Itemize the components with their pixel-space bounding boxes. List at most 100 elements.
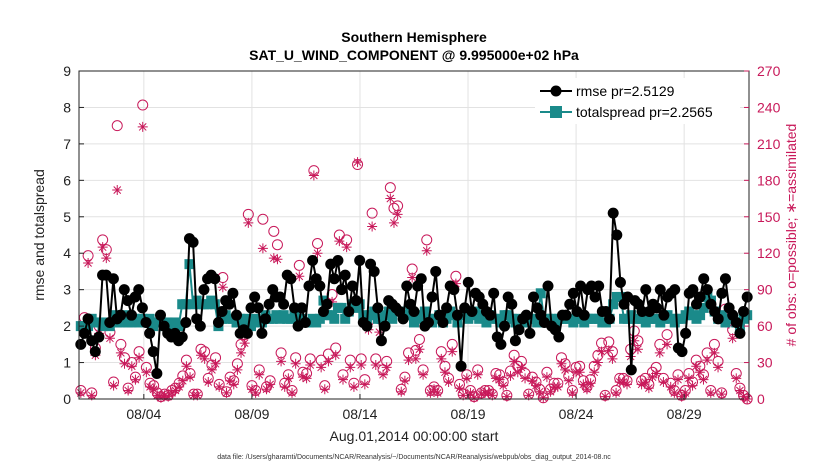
assimilated-obs-point [469,392,480,403]
assimilated-obs-point [312,248,323,259]
rmse-point [701,284,713,296]
assimilated-obs-point [418,369,429,380]
assimilated-obs-point [163,391,174,402]
assimilated-obs-point [388,217,399,228]
assimilated-obs-point [676,391,687,402]
rmse-point [339,269,351,281]
assimilated-obs-point [622,379,633,390]
legend-rmse-marker [550,85,562,97]
y-tick-label: 4 [63,245,71,261]
assimilated-obs-point [432,387,443,398]
possible-obs-point [115,338,127,350]
assimilated-obs-point [206,364,217,375]
rmse-point [716,287,728,299]
rmse-point [448,284,460,296]
assimilated-obs-point [447,346,458,357]
assimilated-obs-point [290,358,301,369]
assimilated-obs-point [658,376,669,387]
assimilated-obs-point [396,386,407,397]
assimilated-obs-point [520,373,531,384]
assimilated-obs-point [385,193,396,204]
assimilated-obs-point [86,390,97,401]
rmse-point [430,265,442,277]
possible-obs-point [596,337,608,349]
assimilated-obs-point [185,372,196,383]
rmse-point [241,327,253,339]
rmse-point [89,346,101,358]
assimilated-obs-point [399,375,410,386]
rmse-point [687,284,699,296]
assimilated-obs-point [283,373,294,384]
assimilated-obs-point [225,375,236,386]
possible-obs-point [708,338,720,350]
totalspread-point [242,313,253,324]
assimilated-obs-point [541,372,552,383]
assimilated-obs-point [330,350,341,361]
legend-spread-marker [550,106,562,118]
assimilated-obs-point [618,376,629,387]
y2-tick-label: 90 [757,282,773,298]
assimilated-obs-point [195,350,206,361]
rmse-point [260,313,272,325]
assimilated-obs-point [159,390,170,401]
assimilated-obs-point [734,385,745,396]
y2-tick-label: 60 [757,318,773,334]
assimilated-obs-point [145,381,156,392]
assimilated-obs-point [359,379,370,390]
totalspread-point [336,302,347,313]
y2-tick-label: 150 [757,209,781,225]
y-tick-label: 6 [63,172,71,188]
assimilated-obs-point [509,356,520,367]
rmse-point [126,309,138,321]
assimilated-obs-point [392,209,403,220]
totalspread-point [285,313,296,324]
totalspread-point [698,302,709,313]
possible-obs-point [293,259,305,271]
assimilated-obs-point [228,379,239,390]
rmse-point [614,276,626,288]
rmse-point [368,265,380,277]
assimilated-obs-point [574,367,585,378]
assimilated-obs-point [101,253,112,264]
assimilated-obs-point [246,384,257,395]
series-layer [75,99,753,405]
rmse-point [495,338,507,350]
rmse-point [231,309,243,321]
rmse-point [506,298,518,310]
assimilated-obs-point [461,373,472,384]
possible-obs-point [388,202,400,214]
assimilated-obs-point [585,378,596,389]
assimilated-obs-point [530,380,541,391]
assimilated-obs-point [683,373,694,384]
rmse-point [176,331,188,343]
assimilated-obs-point [166,387,177,398]
assimilated-obs-point [534,386,545,397]
assimilated-obs-point [643,383,654,394]
x-axis-label: Aug.01,2014 00:00:00 start [330,428,499,444]
assimilated-obs-point [716,389,727,400]
assimilated-obs-point [272,254,283,265]
y-tick-label: 7 [63,136,71,152]
assimilated-obs-point [155,392,166,403]
possible-obs-point [384,182,396,194]
assimilated-obs-point [545,386,556,397]
rmse-point [350,295,362,307]
totalspread-point [416,313,427,324]
assimilated-obs-point [370,359,381,370]
assimilated-obs-point [687,380,698,391]
y-tick-label: 1 [63,355,71,371]
axis-ticks: 0123456789030609012015018021024027008/04… [63,63,780,422]
x-tick-label: 08/09 [234,406,269,422]
assimilated-obs-point [174,381,185,392]
rmse-point [607,207,619,219]
assimilated-obs-point [148,384,159,395]
rmse-point [484,309,496,321]
rmse-point [712,313,724,325]
totalspread-point [340,313,351,324]
rmse-point [187,236,199,248]
totalspread-point [329,313,340,324]
assimilated-obs-point [279,381,290,392]
assimilated-obs-point [257,243,268,254]
rmse-point [397,313,409,325]
